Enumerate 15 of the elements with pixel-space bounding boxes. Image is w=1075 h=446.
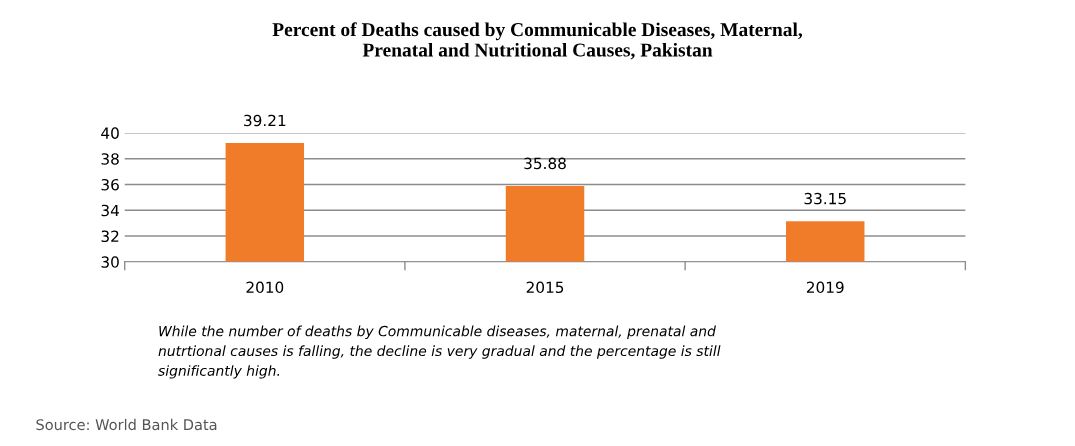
y-tick-label: 30 [101, 256, 119, 268]
x-tick-label: 2019 [806, 281, 844, 294]
y-tick-label: 38 [101, 153, 119, 165]
data-label: 35.88 [524, 157, 566, 170]
x-tick-label: 2010 [246, 281, 284, 294]
source-note: Source: World Bank Data [36, 418, 217, 431]
chart-title: Percent of Deaths caused by Communicable Diseases, Maternal, Prenatal and Nutritional Causes, Pakistan [272, 22, 803, 60]
data-label: 33.15 [804, 192, 846, 205]
y-tick-label: 40 [101, 127, 119, 139]
y-tick-label: 32 [101, 230, 119, 243]
y-tick-label: 34 [101, 204, 119, 217]
y-tick-label: 36 [101, 178, 119, 191]
data-label: 39.21 [244, 114, 286, 127]
text: While the number of deaths by Communicable diseases, maternal, prenatal and nutrtional causes is falling, the decline is very gradual and the percentage is still significantly high. [158, 325, 721, 379]
x-tick-label: 2015 [526, 281, 564, 294]
